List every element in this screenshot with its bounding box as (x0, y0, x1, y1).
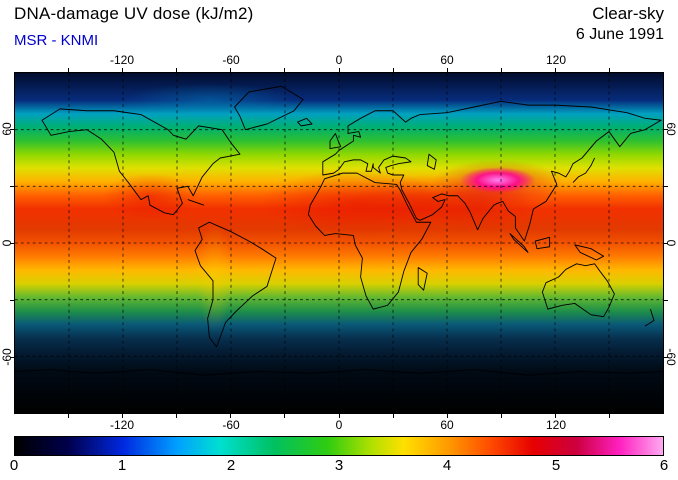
axis-tick (338, 414, 340, 418)
colorbar (14, 436, 664, 456)
axis-tick (284, 68, 286, 72)
lon-label-top: 120 (545, 53, 567, 67)
axis-tick (664, 242, 668, 244)
colorbar-tick-label: 6 (659, 457, 669, 474)
axis-tick (284, 414, 286, 418)
axis-tick (10, 356, 14, 358)
lon-label-top: -60 (222, 53, 240, 67)
axis-tick (392, 414, 394, 418)
axis-tick (446, 414, 448, 418)
axis-tick (664, 185, 668, 187)
axis-tick (664, 128, 668, 130)
axis-tick (664, 356, 668, 358)
axis-tick (555, 414, 557, 418)
chart-title: DNA-damage UV dose (kJ/m2) (14, 4, 254, 23)
axis-tick (501, 414, 502, 418)
colorbar-tick-label: 1 (117, 457, 127, 474)
colorbar-tick-label: 4 (442, 457, 452, 474)
lon-label-top: 60 (440, 53, 454, 67)
world-map (14, 72, 664, 414)
colorbar-tick-label: 3 (334, 457, 344, 474)
colorbar-tick-label: 2 (226, 457, 236, 474)
lon-label-bottom: 60 (440, 418, 454, 432)
axis-tick (10, 128, 14, 130)
colorbar-gradient (15, 437, 663, 455)
axis-tick (10, 299, 14, 301)
axis-tick (338, 68, 340, 72)
axis-tick (230, 68, 232, 72)
condition-label: Clear-sky (592, 4, 664, 23)
axis-tick (176, 68, 177, 72)
date-label: 6 June 1991 (575, 26, 664, 43)
axis-tick (555, 68, 557, 72)
colorbar-tick-label: 0 (9, 457, 19, 474)
lon-label-bottom: 0 (335, 418, 343, 432)
lon-label-bottom: 120 (545, 418, 567, 432)
colorbar-tick-label: 5 (551, 457, 561, 474)
source-label: MSR - KNMI (14, 32, 99, 49)
axis-tick (446, 68, 448, 72)
axis-tick (10, 242, 14, 244)
axis-tick (501, 68, 502, 72)
lon-label-bottom: -120 (109, 418, 135, 432)
axis-tick (10, 185, 14, 187)
coastlines (15, 85, 663, 376)
axis-tick (67, 68, 69, 72)
axis-tick (121, 414, 123, 418)
axis-tick (176, 414, 177, 418)
axis-tick (609, 68, 611, 72)
axis-tick (664, 299, 668, 301)
axis-tick (609, 414, 611, 418)
axis-tick (121, 68, 123, 72)
graticule-gridlines (15, 73, 663, 413)
axis-tick (230, 414, 232, 418)
lon-label-top: 0 (335, 53, 343, 67)
axis-tick (392, 68, 394, 72)
axis-tick (67, 414, 69, 418)
lon-label-bottom: -60 (222, 418, 240, 432)
lon-label-top: -120 (109, 53, 135, 67)
map-overlay-svg (15, 73, 663, 413)
